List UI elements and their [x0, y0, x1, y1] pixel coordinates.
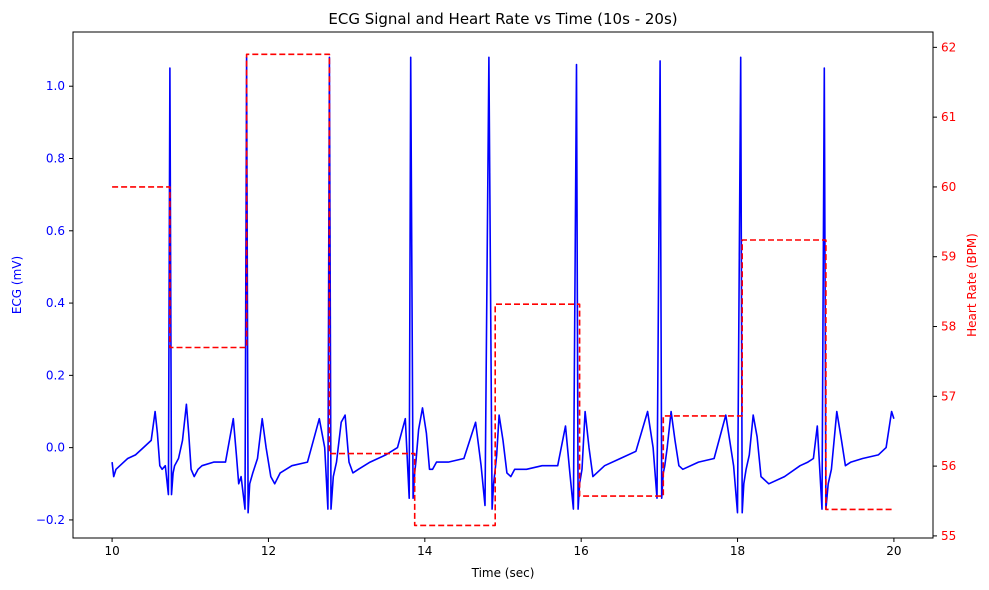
plot-area [111, 53, 895, 527]
plot-frame [72, 31, 934, 539]
chart-title: ECG Signal and Heart Rate vs Time (10s -… [328, 10, 677, 28]
y-axis-left-label: ECG (mV) [10, 256, 24, 314]
y-left-tick-label: 0.2 [46, 368, 65, 382]
x-tick-label: 10 [104, 544, 119, 558]
y-left-tick-label: 1.0 [46, 79, 65, 93]
y-right-tick-label: 60 [941, 180, 956, 194]
y-right-tick-label: 57 [941, 389, 956, 403]
y-left-tick-label: 0.6 [46, 224, 65, 238]
x-axis: 10 12 14 16 18 20 [104, 538, 902, 558]
y-right-tick-label: 56 [941, 459, 956, 473]
x-tick-label: 18 [730, 544, 745, 558]
x-tick-label: 16 [574, 544, 589, 558]
y-right-tick-label: 58 [941, 320, 956, 334]
y-axis-right: 55 56 57 58 59 60 61 62 [933, 40, 956, 543]
y-left-tick-label: 0.8 [46, 152, 65, 166]
y-left-tick-label: 0.0 [46, 441, 65, 455]
y-axis-right-label: Heart Rate (BPM) [965, 233, 979, 337]
y-right-tick-label: 62 [941, 40, 956, 54]
y-left-tick-label: −0.2 [36, 513, 65, 527]
y-right-tick-label: 61 [941, 110, 956, 124]
y-right-tick-label: 55 [941, 529, 956, 543]
y-left-tick-label: 0.4 [46, 296, 65, 310]
ecg-signal-line [111, 56, 895, 514]
x-tick-label: 12 [261, 544, 276, 558]
x-tick-label: 14 [417, 544, 432, 558]
x-axis-label: Time (sec) [471, 566, 535, 580]
y-axis-left: −0.2 0.0 0.2 0.4 0.6 0.8 1.0 [36, 79, 73, 527]
x-tick-label: 20 [886, 544, 901, 558]
y-right-tick-label: 59 [941, 250, 956, 264]
heart-rate-line [112, 53, 894, 527]
